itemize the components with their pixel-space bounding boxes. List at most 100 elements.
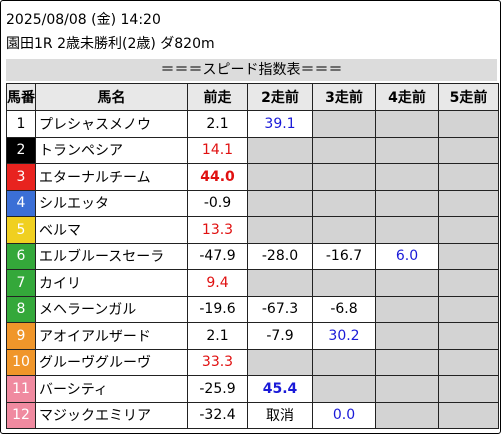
empty-cell — [247, 189, 313, 217]
empty-cell — [312, 375, 376, 403]
empty-cell — [438, 242, 499, 270]
speed-index: -19.6 — [187, 295, 248, 323]
column-header: 5走前 — [438, 83, 499, 111]
horse-name: ベルマ — [35, 216, 188, 244]
speed-table: 馬番 馬名 前走 2走前 3走前 4走前 5走前 1 プレシャスメノウ 2.1 39.1 2 トランペ… — [6, 83, 499, 429]
row: 9 アオイアルザード 2.1 -7.9 30.2 — [6, 322, 499, 350]
speed-index: -7.9 — [247, 322, 313, 350]
empty-cell — [375, 401, 439, 429]
empty-cell — [247, 163, 313, 191]
horse-name: シルエッタ — [35, 189, 188, 217]
empty-cell — [312, 216, 376, 244]
speed-index: -67.3 — [247, 295, 313, 323]
horse-number: 1 — [6, 110, 36, 138]
horse-number: 7 — [6, 269, 36, 297]
column-header: 4走前 — [375, 83, 439, 111]
row: 3 エターナルチーム 44.0 — [6, 163, 499, 191]
horse-name: グルーヴグルーヴ — [35, 348, 188, 376]
empty-cell — [438, 110, 499, 138]
empty-cell — [438, 136, 499, 164]
empty-cell — [312, 136, 376, 164]
row: 4 シルエッタ -0.9 — [6, 189, 499, 217]
empty-cell — [375, 136, 439, 164]
empty-cell — [438, 348, 499, 376]
empty-cell — [312, 269, 376, 297]
column-header: 3走前 — [312, 83, 376, 111]
empty-cell — [375, 163, 439, 191]
speed-index: -0.9 — [187, 189, 248, 217]
row: 7 カイリ 9.4 — [6, 269, 499, 297]
horse-number: 11 — [6, 375, 36, 403]
empty-cell — [438, 269, 499, 297]
speed-index: -6.8 — [312, 295, 376, 323]
speed-index: 2.1 — [187, 110, 248, 138]
datetime: 2025/08/08 (金) 14:20 — [6, 12, 161, 28]
row: 5 ベルマ 13.3 — [6, 216, 499, 244]
empty-cell — [438, 295, 499, 323]
empty-cell — [312, 110, 376, 138]
horse-number: 10 — [6, 348, 36, 376]
speed-index: 45.4 — [247, 375, 313, 403]
row: 12 マジックエミリア -32.4 取消 0.0 — [6, 401, 499, 429]
row: 6 エルブルースセーラ -47.9 -28.0 -16.7 6.0 — [6, 242, 499, 270]
empty-cell — [375, 322, 439, 350]
speed-index: -25.9 — [187, 375, 248, 403]
empty-cell — [375, 189, 439, 217]
empty-cell — [247, 216, 313, 244]
horse-number: 5 — [6, 216, 36, 244]
empty-cell — [247, 269, 313, 297]
horse-number: 9 — [6, 322, 36, 350]
row: 2 トランペシア 14.1 — [6, 136, 499, 164]
column-header: 2走前 — [247, 83, 313, 111]
speed-index: -47.9 — [187, 242, 248, 270]
horse-number: 12 — [6, 401, 36, 429]
horse-name: メヘラーンガル — [35, 295, 188, 323]
empty-cell — [438, 163, 499, 191]
horse-name: アオイアルザード — [35, 322, 188, 350]
horse-name: カイリ — [35, 269, 188, 297]
speed-index: 44.0 — [187, 163, 248, 191]
horse-name: エルブルースセーラ — [35, 242, 188, 270]
empty-cell — [375, 216, 439, 244]
table-title: ＝＝＝スピード指数表＝＝＝ — [6, 59, 497, 81]
empty-cell — [375, 110, 439, 138]
horse-name: バーシティ — [35, 375, 188, 403]
horse-name: トランペシア — [35, 136, 188, 164]
header-row: 馬番 馬名 前走 2走前 3走前 4走前 5走前 — [6, 83, 499, 111]
horse-name: プレシャスメノウ — [35, 110, 188, 138]
empty-cell — [438, 401, 499, 429]
horse-number: 8 — [6, 295, 36, 323]
empty-cell — [312, 348, 376, 376]
empty-cell — [438, 216, 499, 244]
horse-name: マジックエミリア — [35, 401, 188, 429]
empty-cell — [312, 189, 376, 217]
empty-cell — [375, 295, 439, 323]
empty-cell — [247, 136, 313, 164]
speed-index: 0.0 — [312, 401, 376, 429]
speed-index: 6.0 — [375, 242, 439, 270]
speed-index: 33.3 — [187, 348, 248, 376]
horse-number: 2 — [6, 136, 36, 164]
race-info: 園田1R 2歳未勝利(2歳) ダ820m — [6, 36, 215, 52]
empty-cell — [438, 375, 499, 403]
empty-cell — [375, 269, 439, 297]
horse-number: 4 — [6, 189, 36, 217]
speed-index: 14.1 — [187, 136, 248, 164]
empty-cell — [375, 375, 439, 403]
empty-cell — [247, 348, 313, 376]
horse-number: 3 — [6, 163, 36, 191]
horse-name: エターナルチーム — [35, 163, 188, 191]
speed-index: 13.3 — [187, 216, 248, 244]
speed-index: 30.2 — [312, 322, 376, 350]
row: 10 グルーヴグルーヴ 33.3 — [6, 348, 499, 376]
speed-index: -16.7 — [312, 242, 376, 270]
speed-index: -28.0 — [247, 242, 313, 270]
column-header: 前走 — [187, 83, 248, 111]
horse-number: 6 — [6, 242, 36, 270]
row: 11 バーシティ -25.9 45.4 — [6, 375, 499, 403]
speed-index: 9.4 — [187, 269, 248, 297]
speed-index: 取消 — [247, 401, 313, 429]
row: 8 メヘラーンガル -19.6 -67.3 -6.8 — [6, 295, 499, 323]
empty-cell — [375, 348, 439, 376]
